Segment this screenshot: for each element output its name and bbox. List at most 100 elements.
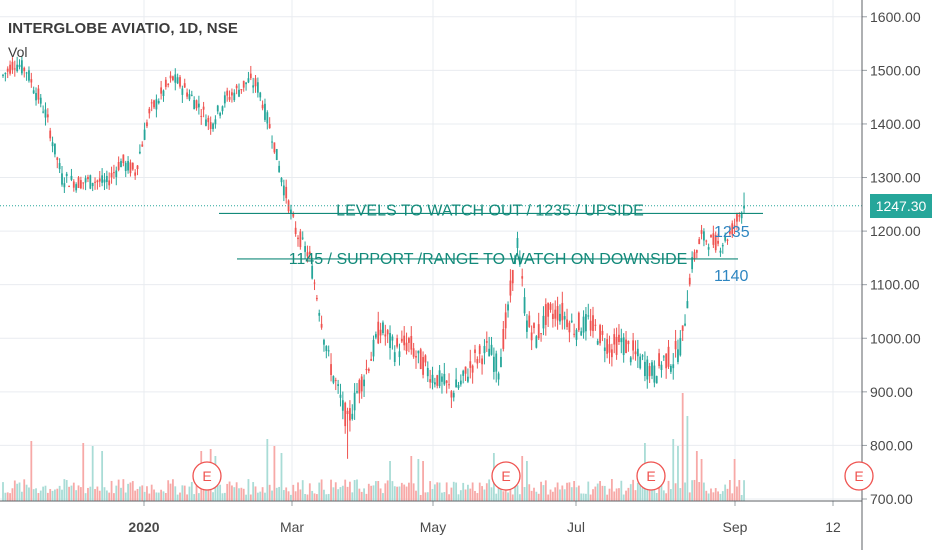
candle-body (20, 60, 23, 74)
candle-body (299, 231, 302, 248)
time-axis[interactable]: 2020 Mar May Jul Sep 12 (0, 500, 862, 535)
volume-bar (549, 489, 552, 501)
candle-body (226, 90, 229, 96)
candle-body (367, 368, 370, 372)
volume-bar (226, 483, 229, 501)
candle-body (481, 358, 483, 365)
candle-body (94, 181, 96, 183)
volume-bar (717, 491, 719, 501)
candle-body (339, 394, 342, 398)
volume-bar (327, 493, 330, 501)
volume-bar (231, 485, 233, 501)
volume-bar (620, 480, 623, 501)
volume-bar (94, 489, 96, 501)
volume-bar (377, 481, 380, 501)
candle-body (273, 142, 276, 153)
candle-body (138, 151, 141, 154)
volume-bar (651, 485, 653, 501)
candle-body (521, 276, 524, 279)
candle-body (667, 346, 670, 367)
candle-body (98, 178, 101, 182)
candle-body (502, 329, 505, 349)
volume-bar (273, 446, 276, 501)
volume-bar (72, 482, 75, 501)
volume-bar (467, 484, 469, 501)
candle-body (412, 348, 415, 357)
candle-body (705, 240, 708, 242)
candle-body (639, 356, 642, 369)
candle-body (728, 230, 731, 234)
candle-body (433, 382, 436, 385)
candle-body (155, 99, 158, 110)
volume-bar (424, 492, 427, 501)
candle-body (332, 376, 335, 383)
candle-body (320, 323, 323, 328)
candle-body (528, 315, 531, 327)
candle-body (349, 408, 351, 421)
candle-body (183, 83, 186, 88)
candle-body (292, 213, 295, 217)
volume-bar (110, 480, 113, 501)
y-tick-label: 1600.00 (870, 9, 921, 25)
candle-body (580, 331, 583, 336)
volume-bar (56, 488, 59, 501)
candle-body (511, 270, 514, 284)
candle-body (228, 96, 231, 100)
volume-bar (511, 494, 514, 501)
candle-body (644, 361, 646, 377)
volume-bar (120, 487, 122, 501)
volume-bar (169, 483, 172, 501)
volume-bar (405, 486, 408, 501)
volume-bar (46, 492, 49, 501)
candle-body (436, 375, 439, 386)
volume-bar (625, 490, 627, 501)
volume-bar (167, 480, 170, 501)
candle-body (89, 175, 92, 189)
earnings-marker-circle (192, 461, 222, 491)
support-level-text: 1145 / SUPPORT /RANGE TO WATCH ON DOWNSI… (289, 251, 688, 268)
volume-bar (684, 482, 686, 501)
candle-body (410, 335, 413, 350)
volume-bar (627, 487, 630, 501)
volume-bar (44, 485, 47, 501)
earnings-marker-label: E (854, 468, 863, 484)
volume-indicator-label[interactable]: Vol (8, 44, 28, 60)
volume-bar (297, 482, 299, 501)
candle-body (570, 320, 573, 323)
candle-body (474, 349, 476, 354)
candle-body (285, 186, 288, 199)
volume-bar (89, 486, 92, 501)
volume-bar (162, 491, 165, 501)
candle-body (374, 334, 377, 338)
volume-bar (504, 482, 507, 501)
volume-bar (290, 494, 292, 501)
candle-body (96, 180, 99, 183)
volume-bar (554, 487, 557, 501)
last-price-label: 1247.30 (870, 193, 932, 218)
candle-body (476, 359, 479, 364)
candle-body (42, 111, 45, 113)
volume-bar (622, 494, 625, 501)
volume-bar (462, 482, 465, 501)
candle-body (606, 339, 609, 354)
volume-bar (337, 489, 340, 501)
candle-body (500, 356, 502, 368)
volume-bar (205, 485, 207, 501)
volume-bar (582, 493, 585, 501)
volume-bar (464, 489, 467, 501)
candle-body (405, 342, 408, 352)
symbol-title[interactable]: INTERGLOBE AVIATIO, 1D, NSE (8, 20, 238, 37)
candle-body (566, 319, 568, 328)
candle-body (561, 302, 564, 321)
price-axis[interactable]: 1600.00 1500.00 1400.00 1300.00 1200.00 1100.… (861, 0, 921, 550)
candle-body (518, 256, 521, 265)
volume-bar (731, 493, 734, 501)
volume-bar (238, 488, 240, 501)
candle-body (268, 124, 271, 129)
volume-bar (393, 486, 396, 501)
candle-body (334, 380, 337, 382)
volume-bar (285, 487, 288, 501)
candle-body (372, 339, 375, 357)
candle-body (516, 237, 519, 249)
